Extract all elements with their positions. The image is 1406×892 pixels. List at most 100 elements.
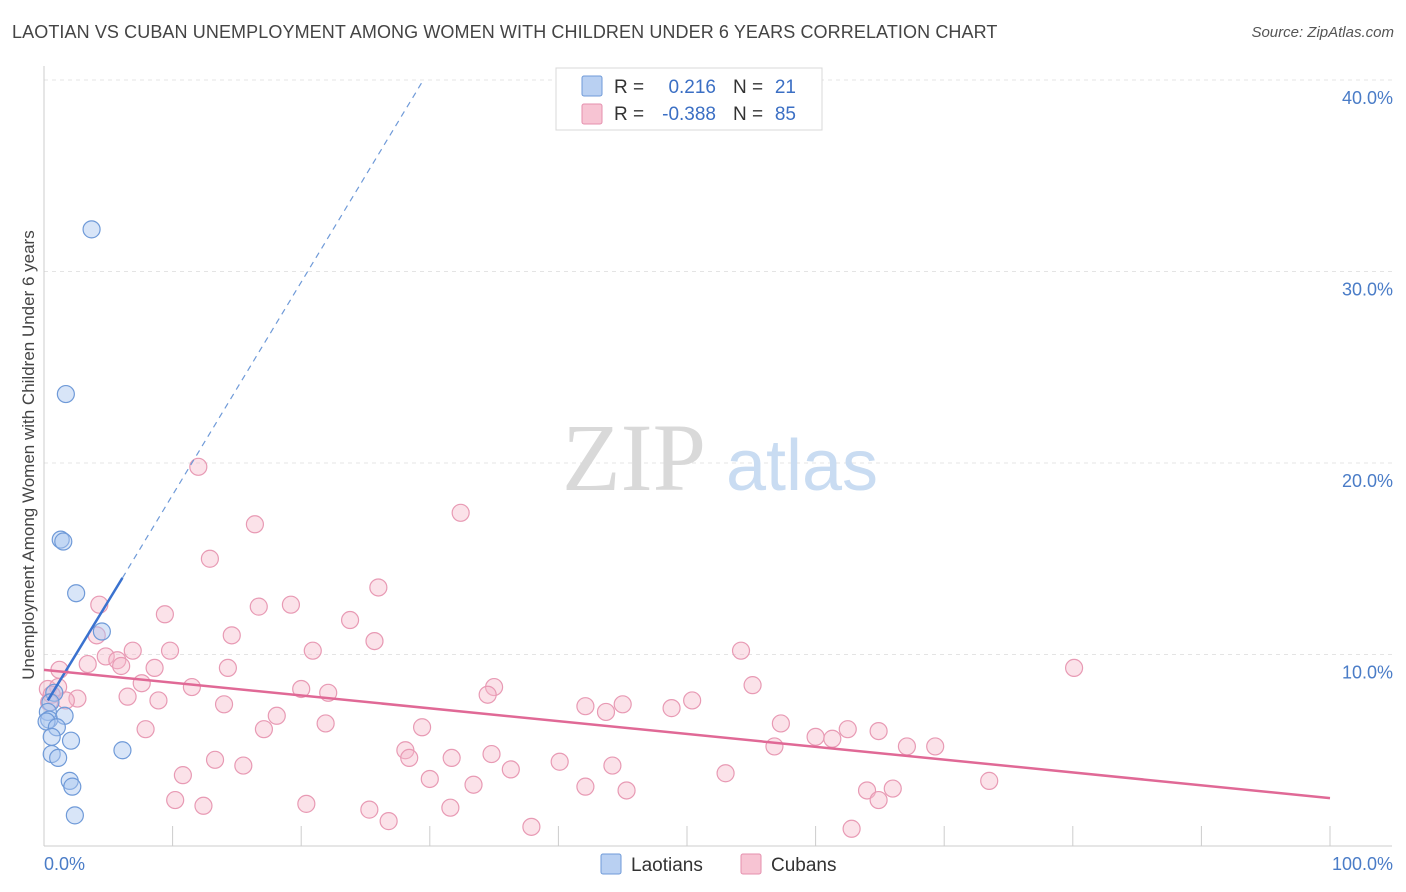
- cuban-point: [771, 714, 790, 733]
- cuban-point: [451, 503, 470, 522]
- laotian-point: [42, 727, 61, 746]
- laotian-point: [63, 777, 82, 796]
- series-legend: Laotians Cubans: [600, 853, 837, 876]
- cuban-point: [522, 817, 541, 836]
- cuban-point: [501, 760, 520, 779]
- cuban-point: [118, 687, 137, 706]
- cuban-point: [603, 756, 622, 775]
- cuban-point: [838, 720, 857, 739]
- cubans-n-label: N =: [733, 104, 763, 125]
- cuban-point: [743, 676, 762, 695]
- cuban-point: [613, 695, 632, 714]
- cuban-point: [360, 800, 379, 819]
- cuban-point: [166, 790, 185, 810]
- cuban-point: [218, 658, 237, 678]
- cuban-point: [823, 729, 842, 748]
- cuban-point: [281, 595, 301, 614]
- cuban-point: [369, 578, 388, 597]
- x-tick-label-max: 100.0%: [1332, 854, 1393, 874]
- laotians-trend-line: [46, 577, 124, 702]
- cubans-points: [38, 457, 1084, 838]
- cuban-point: [926, 737, 945, 756]
- cuban-point: [365, 631, 384, 651]
- cubans-swatch: [581, 103, 603, 125]
- cuban-point: [155, 605, 174, 624]
- laotian-point: [51, 530, 70, 549]
- chart-title: LAOTIAN VS CUBAN UNEMPLOYMENT AMONG WOME…: [12, 22, 998, 42]
- cuban-point: [617, 781, 636, 800]
- cuban-point: [731, 641, 751, 660]
- legend-cubans-swatch: [740, 853, 762, 875]
- laotians-n-label: N =: [733, 77, 763, 98]
- cuban-point: [222, 626, 241, 645]
- axes: [43, 66, 1392, 847]
- cuban-point: [303, 641, 322, 660]
- cuban-point: [145, 658, 164, 678]
- watermark-zip: ZIP: [562, 404, 706, 511]
- laotian-point: [113, 741, 132, 760]
- laotians-points: [37, 220, 132, 825]
- laotian-point: [61, 731, 81, 750]
- laotians-r-label: R =: [614, 77, 644, 98]
- laotian-point: [54, 532, 73, 551]
- cubans-n-value: 85: [775, 104, 796, 125]
- cuban-point: [200, 549, 219, 568]
- laotians-r-value: 0.216: [668, 77, 716, 98]
- cuban-point: [267, 706, 286, 725]
- cuban-point: [340, 610, 360, 630]
- y-tick-label: 20.0%: [1342, 471, 1393, 491]
- cuban-point: [464, 775, 483, 794]
- laotians-swatch: [581, 75, 603, 97]
- laotian-point: [47, 718, 66, 737]
- cuban-point: [68, 689, 87, 708]
- source-label: Source: ZipAtlas.com: [1251, 24, 1394, 41]
- cuban-point: [123, 641, 142, 660]
- laotian-point: [82, 220, 101, 239]
- cuban-point: [482, 744, 501, 764]
- cuban-point: [550, 752, 569, 771]
- cuban-point: [112, 656, 131, 676]
- laotian-point: [40, 710, 59, 729]
- cuban-point: [412, 718, 432, 737]
- cuban-point: [160, 641, 180, 660]
- cuban-point: [400, 748, 419, 768]
- watermark: ZIP atlas: [562, 404, 878, 511]
- cuban-point: [765, 737, 784, 756]
- cuban-point: [173, 766, 192, 785]
- cuban-point: [869, 721, 888, 741]
- cuban-point: [214, 695, 234, 714]
- cuban-point: [897, 737, 917, 756]
- watermark-atlas: atlas: [726, 426, 878, 506]
- y-tick-label: 10.0%: [1342, 663, 1393, 683]
- laotians-n-value: 21: [775, 77, 796, 98]
- laotians-trend-extension: [121, 79, 424, 579]
- cuban-point: [869, 790, 888, 810]
- gridlines: [44, 79, 1392, 655]
- cuban-point: [194, 796, 213, 815]
- cuban-point: [132, 674, 151, 693]
- cuban-point: [379, 812, 398, 831]
- cuban-point: [245, 515, 265, 534]
- cuban-point: [576, 697, 595, 716]
- laotian-point: [92, 622, 111, 641]
- legend-laotians-swatch: [600, 853, 622, 875]
- cuban-point: [78, 654, 97, 674]
- cuban-point: [662, 699, 681, 718]
- cuban-point: [182, 677, 201, 697]
- cuban-point: [149, 691, 168, 710]
- laotian-point: [49, 748, 68, 768]
- stats-legend: R = 0.216 N = 21 R = -0.388 N = 85: [555, 67, 823, 131]
- cuban-point: [249, 597, 268, 616]
- cuban-point: [234, 756, 253, 775]
- trend-lines: [43, 79, 1331, 800]
- x-tick-label-min: 0.0%: [44, 854, 85, 874]
- cuban-point: [478, 685, 497, 704]
- cuban-point: [205, 750, 225, 769]
- y-tick-label: 30.0%: [1342, 280, 1393, 300]
- cuban-point: [683, 691, 702, 710]
- cuban-point: [297, 794, 316, 813]
- cuban-point: [441, 798, 460, 817]
- cuban-point: [1064, 658, 1084, 678]
- cuban-point: [254, 720, 274, 739]
